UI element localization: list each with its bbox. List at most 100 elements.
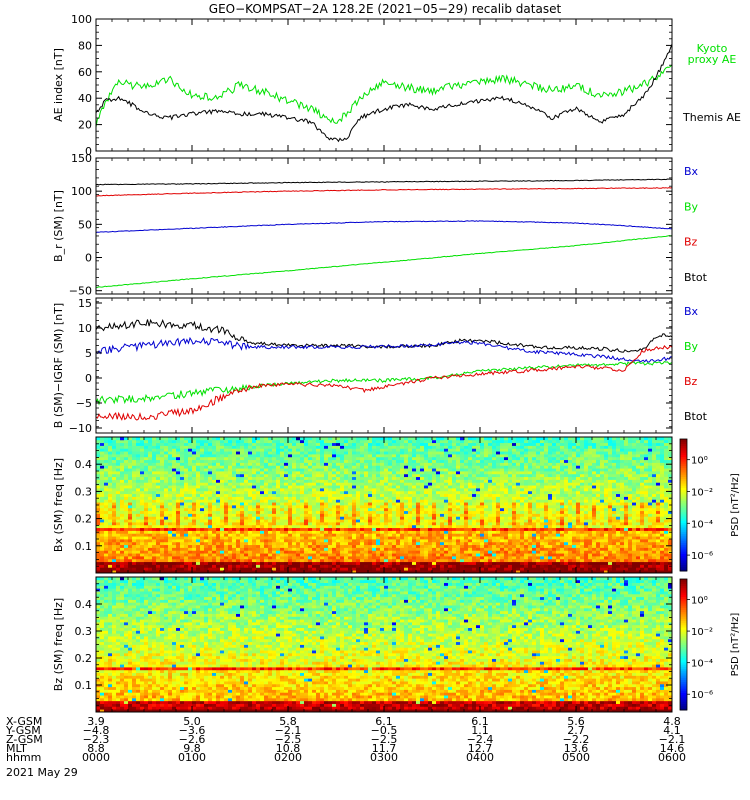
- y-tick-label: 0.3: [75, 485, 93, 498]
- y-axis-label: AE index [nT]: [52, 48, 65, 122]
- ephem-value: 5.0: [183, 715, 201, 728]
- colorbar-label: PSD [nT²/Hz]: [730, 473, 741, 537]
- ephem-value: 4.1: [663, 724, 681, 737]
- y-tick-label: 0.4: [75, 458, 93, 471]
- colorbar-tick-label: 10⁻⁴: [691, 659, 713, 670]
- series-line-bz: [95, 344, 673, 421]
- ephem-value: −2.4: [467, 733, 494, 746]
- ephem-value: 6.1: [471, 715, 489, 728]
- y-tick-label: 0.2: [75, 652, 93, 665]
- y-tick-label: 0: [85, 372, 92, 385]
- ephem-value: 4.8: [663, 715, 681, 728]
- legend-btot: Btot: [684, 271, 708, 284]
- ephem-value: 3.9: [87, 715, 105, 728]
- panel-3: −10 −5 0 5 10 15 B (SM)−IGRF (SM) [nT] Bx By Bz Bt…: [52, 297, 708, 435]
- y-tick-label: −50: [69, 285, 92, 298]
- ephem-value: 5.6: [567, 715, 585, 728]
- ephem-value: −2.6: [179, 733, 206, 746]
- colorbar-tick-label: 10⁰: [691, 596, 708, 607]
- y-tick-label: 10: [78, 322, 92, 335]
- ephem-value: 8.8: [87, 742, 105, 755]
- colorbar-tick-label: 10⁻⁶: [691, 690, 713, 701]
- ephem-value: 0600: [658, 751, 686, 764]
- spectrogram-cells: [96, 437, 673, 574]
- y-tick-label: 150: [71, 152, 92, 165]
- date-label: 2021 May 29: [6, 766, 78, 779]
- ephem-value: 0300: [370, 751, 398, 764]
- colorbar-tick-label: 10⁻²: [691, 627, 713, 638]
- y-tick-label: 15: [78, 297, 92, 310]
- y-axis-label: B_r (SM) [nT]: [52, 190, 65, 262]
- ephem-value: 0000: [82, 751, 110, 764]
- colorbar-4: 10⁰ 10⁻² 10⁻⁴ 10⁻⁶ PSD [nT²/Hz]: [679, 438, 741, 572]
- legend-by: By: [684, 340, 699, 353]
- series-line-btot: [95, 318, 673, 353]
- y-tick-label: 0: [85, 252, 92, 265]
- y-tick-label: 0: [85, 145, 92, 158]
- ephem-value: −0.5: [371, 724, 398, 737]
- ephem-value: 13.6: [564, 742, 589, 755]
- ephem-value: −2.5: [371, 733, 398, 746]
- legend-bz: Bz: [684, 375, 698, 388]
- y-tick-label: −5: [76, 397, 92, 410]
- series-line-kyoto-proxy-ae: [95, 64, 673, 128]
- legend-btot: Btot: [684, 410, 708, 423]
- panel-frame: [95, 18, 673, 152]
- y-axis-label: Bx (SM) freq [Hz]: [52, 458, 65, 552]
- legend-themis: Themis AE: [682, 111, 741, 124]
- legend-bz: Bz: [684, 236, 698, 249]
- y-tick-label: 0.4: [75, 598, 93, 611]
- y-tick-label: 0.1: [75, 540, 93, 553]
- series-line-btot: [95, 178, 673, 186]
- ephem-value: 11.7: [372, 742, 397, 755]
- colorbar-tick-label: 10⁻²: [691, 487, 713, 498]
- ephem-label: Y-GSM: [5, 724, 41, 737]
- ephem-value: 9.8: [183, 742, 201, 755]
- series-line-themis-ae: [95, 43, 673, 143]
- ephem-value: 0400: [466, 751, 494, 764]
- colorbar-tick-label: 10⁻⁴: [691, 519, 713, 530]
- colorbar-label: PSD [nT²/Hz]: [730, 613, 741, 677]
- y-tick-label: 0.3: [75, 625, 93, 638]
- ephem-value: 10.8: [276, 742, 301, 755]
- ephem-label: hhmm: [6, 751, 41, 764]
- series-line-by: [95, 235, 673, 288]
- y-tick-label: 20: [78, 119, 92, 132]
- y-axis-label: B (SM)−IGRF (SM) [nT]: [52, 303, 65, 428]
- y-tick-label: −10: [69, 422, 92, 435]
- ephem-value: 0500: [562, 751, 590, 764]
- legend-bx: Bx: [684, 165, 699, 178]
- series-line-bx: [95, 336, 673, 363]
- ephem-value: 12.7: [468, 742, 493, 755]
- y-tick-label: 0.2: [75, 513, 93, 526]
- ephem-value: 14.6: [660, 742, 685, 755]
- y-axis-label: Bz (SM) freq [Hz]: [52, 598, 65, 691]
- ephem-value: −2.1: [659, 733, 686, 746]
- ephem-value: −3.6: [179, 724, 206, 737]
- ephem-value: 6.1: [375, 715, 393, 728]
- ephem-value: −4.8: [83, 724, 110, 737]
- y-tick-label: 0.1: [75, 679, 93, 692]
- ephem-value: −2.5: [275, 733, 302, 746]
- colorbar-tick-label: 10⁻⁶: [691, 551, 713, 562]
- ephem-value: 2.7: [567, 724, 585, 737]
- ephem-label: Z-GSM: [6, 733, 43, 746]
- series-line-bz: [96, 187, 673, 197]
- y-tick-label: 80: [78, 39, 92, 52]
- y-tick-label: 100: [71, 13, 92, 26]
- y-tick-label: 5: [85, 347, 92, 360]
- y-tick-label: 60: [78, 66, 92, 79]
- series-line-by: [95, 361, 673, 406]
- ephem-value: −2.1: [275, 724, 302, 737]
- ephem-value: −2.2: [563, 733, 590, 746]
- panel-2: −50 0 50 100 150 B_r (SM) [nT] Bx By Bz Btot: [52, 152, 708, 298]
- ephem-label: X-GSM: [6, 715, 42, 728]
- panel-frame: [95, 157, 673, 295]
- colorbar-5: 10⁰ 10⁻² 10⁻⁴ 10⁻⁶ PSD [nT²/Hz]: [679, 578, 741, 711]
- legend-kyoto-2: proxy AE: [688, 53, 737, 66]
- ephem-value: 0200: [274, 751, 302, 764]
- series-line-bx: [95, 220, 673, 233]
- ephem-value: 1.1: [471, 724, 489, 737]
- y-tick-label: 100: [71, 185, 92, 198]
